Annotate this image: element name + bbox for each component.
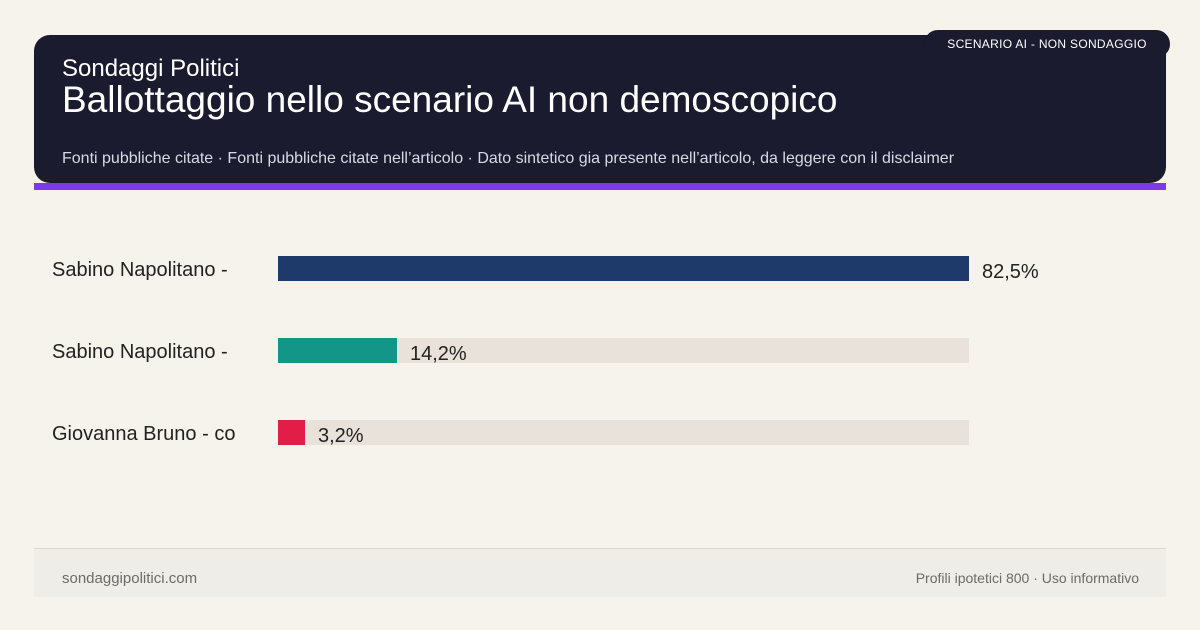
category-label: Sabino Napolitano - (52, 341, 228, 363)
scenario-badge: SCENARIO AI - NON SONDAGGIO (924, 30, 1170, 58)
footer-site[interactable]: sondaggipolitici.com (62, 570, 198, 587)
bar (278, 256, 969, 281)
sources-line: Fonti pubbliche citate · Fonti pubbliche… (62, 150, 955, 167)
category-label: Sabino Napolitano - (52, 259, 228, 281)
value-label: 14,2% (410, 343, 467, 365)
value-label: 82,5% (982, 261, 1039, 283)
header-panel: Sondaggi Politici Ballottaggio nello sce… (34, 35, 1166, 183)
accent-bar (34, 183, 1166, 190)
footer: sondaggipolitici.com Profili ipotetici 8… (34, 548, 1166, 597)
value-label: 3,2% (318, 425, 364, 447)
bar-track (278, 420, 969, 445)
footer-note: Profili ipotetici 800 · Uso informativo (915, 570, 1139, 586)
page-title: Ballottaggio nello scenario AI non demos… (62, 79, 838, 120)
category-label: Giovanna Bruno - co (52, 423, 235, 445)
brand-name: Sondaggi Politici (62, 55, 240, 82)
bar (278, 420, 305, 445)
bar (278, 338, 397, 363)
